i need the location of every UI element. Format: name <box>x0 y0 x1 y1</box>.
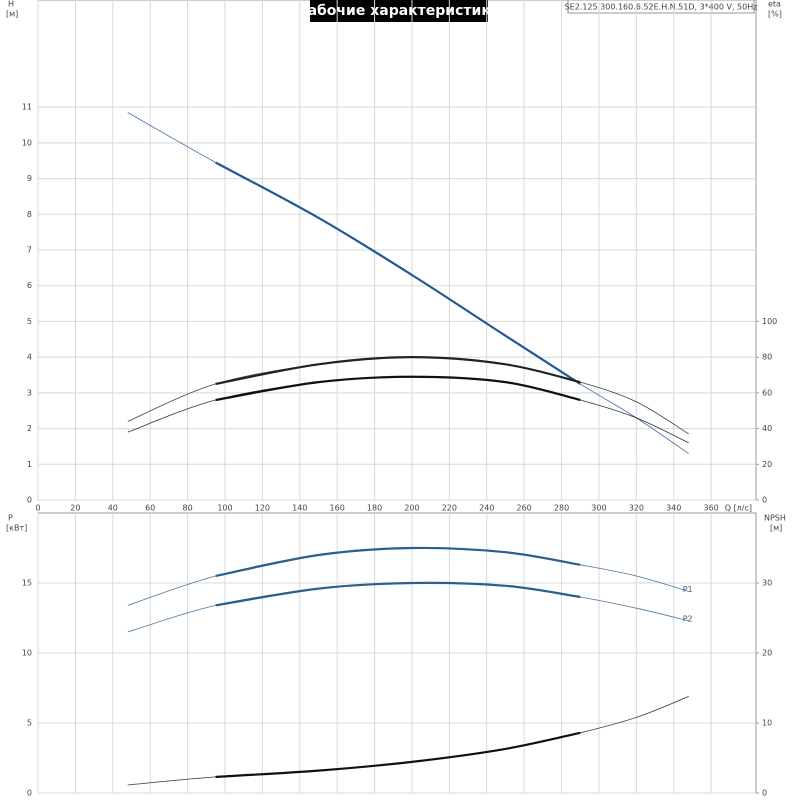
y2-axis-label: eta <box>768 0 781 9</box>
x-tick-label: 280 <box>554 504 569 513</box>
y2-tick-label: 30 <box>762 579 772 588</box>
curve <box>127 696 689 786</box>
x-tick-label: 100 <box>217 504 232 513</box>
y2-axis-label: NPSH <box>764 514 786 523</box>
x-tick-label: 340 <box>666 504 681 513</box>
curve <box>127 582 689 633</box>
duty-curve <box>215 731 581 778</box>
y-axis-label: P <box>8 514 13 523</box>
x-tick-label: 200 <box>404 504 419 513</box>
x-tick-label: 360 <box>703 504 718 513</box>
y-axis-unit: [м] <box>6 10 18 19</box>
y2-tick-label: 20 <box>762 460 772 469</box>
x-tick-label: 320 <box>629 504 644 513</box>
y-tick-label: 2 <box>27 424 32 433</box>
series-label: P2 <box>683 614 693 623</box>
curve <box>127 356 689 435</box>
x-tick-label: 40 <box>108 504 118 513</box>
y2-tick-label: 10 <box>762 719 772 728</box>
x-tick-label: 80 <box>182 504 192 513</box>
x-axis-label: Q [л/с] <box>725 504 752 513</box>
model-label: SE2.125.300.160.6.52E.H.N.51D, 3*400 V, … <box>565 3 758 12</box>
y-tick-label: 5 <box>27 317 32 326</box>
duty-curve <box>215 546 581 578</box>
y2-tick-label: 100 <box>762 317 777 326</box>
y-tick-label: 3 <box>27 388 32 397</box>
y-tick-label: 0 <box>27 789 32 798</box>
x-tick-label: 20 <box>70 504 80 513</box>
model-box <box>567 0 755 14</box>
series-label: P1 <box>683 585 693 594</box>
y-tick-label: 10 <box>22 138 32 147</box>
y2-axis-unit: [%] <box>768 10 782 19</box>
title-box <box>310 0 488 22</box>
x-tick-label: 60 <box>145 504 155 513</box>
y-tick-label: 6 <box>27 281 32 290</box>
curve <box>127 112 689 454</box>
x-tick-label: 260 <box>517 504 532 513</box>
y-axis-unit: [кВт] <box>6 524 27 533</box>
x-tick-label: 240 <box>479 504 494 513</box>
y-tick-label: 15 <box>22 579 32 588</box>
y-tick-label: 8 <box>27 210 32 219</box>
y-tick-label: 9 <box>27 174 32 183</box>
duty-curve <box>215 375 581 402</box>
x-tick-label: 0 <box>35 504 40 513</box>
curve <box>127 547 689 606</box>
y-tick-label: 1 <box>27 460 32 469</box>
duty-curve <box>215 161 581 385</box>
y-tick-label: 4 <box>27 353 32 362</box>
y2-tick-label: 60 <box>762 388 772 397</box>
x-tick-label: 220 <box>442 504 457 513</box>
duty-curve <box>215 581 581 607</box>
x-tick-label: 160 <box>330 504 345 513</box>
y2-tick-label: 80 <box>762 353 772 362</box>
y-axis-label: H <box>8 0 14 9</box>
y-tick-label: 10 <box>22 649 32 658</box>
x-tick-label: 180 <box>367 504 382 513</box>
chart-title: Рабочие характеристики <box>297 3 500 19</box>
x-tick-label: 140 <box>292 504 307 513</box>
y-tick-label: 7 <box>27 246 32 255</box>
y2-tick-label: 0 <box>762 789 767 798</box>
y2-axis-unit: [м] <box>770 524 782 533</box>
x-tick-label: 300 <box>591 504 606 513</box>
y-tick-label: 11 <box>22 103 32 112</box>
y-tick-label: 0 <box>27 496 32 505</box>
duty-curve <box>215 356 581 386</box>
y2-tick-label: 0 <box>762 496 767 505</box>
curve <box>127 376 689 444</box>
y2-tick-label: 20 <box>762 649 772 658</box>
y2-tick-label: 40 <box>762 424 772 433</box>
y-tick-label: 5 <box>27 719 32 728</box>
x-tick-label: 120 <box>255 504 270 513</box>
